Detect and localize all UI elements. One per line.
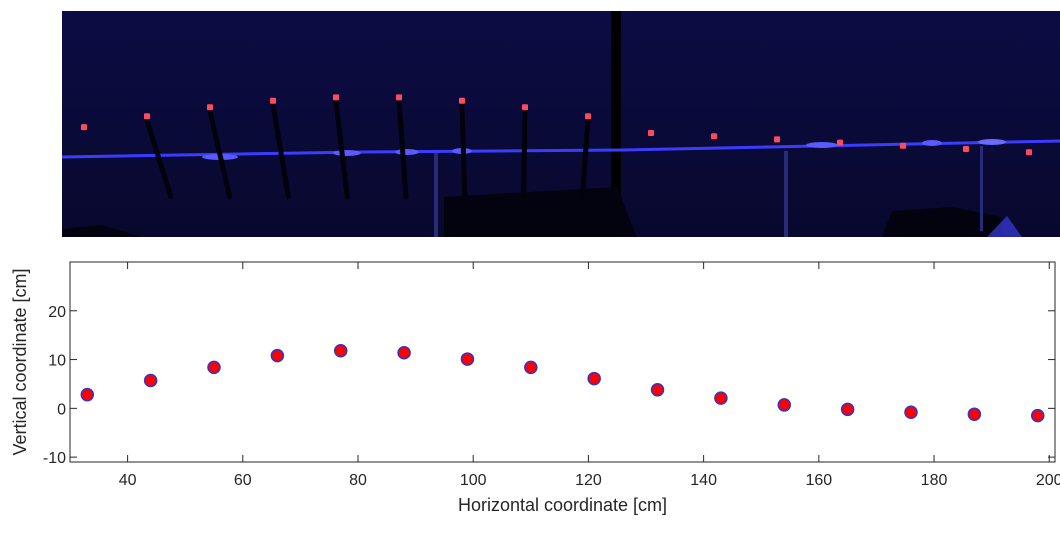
photo-marker bbox=[837, 139, 843, 146]
photo-marker bbox=[711, 133, 717, 140]
data-point bbox=[460, 352, 475, 366]
photo-rod bbox=[207, 108, 233, 200]
photo-canvas bbox=[62, 11, 1060, 237]
data-point bbox=[840, 402, 855, 417]
photo-corner-left bbox=[62, 225, 142, 237]
x-tick-label: 100 bbox=[460, 472, 487, 489]
wire-highlight bbox=[922, 140, 942, 146]
photo-marker bbox=[459, 97, 465, 104]
photo-pole bbox=[611, 11, 621, 237]
experiment-photo bbox=[62, 11, 1060, 237]
x-tick-label: 180 bbox=[921, 472, 948, 489]
plot-frame bbox=[69, 261, 1056, 463]
photo-marker bbox=[207, 104, 213, 111]
data-point bbox=[967, 407, 982, 421]
photo-rods bbox=[144, 98, 591, 200]
data-point bbox=[1030, 408, 1045, 423]
x-tick-label: 160 bbox=[805, 472, 832, 489]
photo-rod bbox=[396, 98, 409, 200]
photo-rod bbox=[459, 102, 468, 200]
photo-marker bbox=[963, 146, 969, 152]
photo-object-right bbox=[882, 207, 1002, 237]
photo-marker bbox=[333, 94, 339, 101]
y-tick-label: 20 bbox=[48, 304, 66, 321]
data-points bbox=[80, 344, 1045, 423]
photo-post-2 bbox=[784, 151, 788, 237]
x-axis: 40 60 80 100 120 140 160 180 200 bbox=[119, 262, 1060, 489]
photo-marker bbox=[648, 130, 654, 136]
data-point bbox=[80, 387, 95, 402]
photo-post-3 bbox=[980, 146, 983, 231]
photo-reflection bbox=[987, 216, 1022, 237]
photo-box bbox=[444, 187, 637, 237]
data-point bbox=[270, 348, 285, 363]
y-tick-label: 10 bbox=[48, 353, 66, 370]
data-point bbox=[904, 405, 918, 419]
photo-marker bbox=[774, 136, 780, 143]
photo-marker bbox=[900, 142, 906, 149]
x-tick-label: 80 bbox=[349, 472, 367, 489]
data-point bbox=[397, 345, 411, 360]
scatter-chart: 40 60 80 100 120 140 160 180 200 -10 0 10 20 Horizo… bbox=[0, 240, 1060, 537]
data-point bbox=[714, 391, 728, 405]
photo-marker bbox=[1026, 149, 1032, 156]
photo-markers bbox=[81, 94, 1032, 156]
wire-highlight bbox=[395, 149, 419, 155]
photo-marker bbox=[585, 113, 591, 120]
data-point bbox=[333, 344, 348, 358]
y-axis-title: Vertical coordinate [cm] bbox=[10, 268, 30, 455]
x-axis-title: Horizontal coordinate [cm] bbox=[458, 495, 667, 515]
wire-highlight bbox=[978, 139, 1006, 145]
data-point bbox=[650, 383, 665, 397]
photo-marker bbox=[270, 97, 276, 104]
photo-marker bbox=[81, 124, 87, 131]
x-tick-label: 60 bbox=[234, 472, 252, 489]
wire-highlight bbox=[333, 150, 361, 156]
photo-marker bbox=[144, 113, 150, 120]
data-point bbox=[143, 373, 158, 388]
y-axis: -10 0 10 20 bbox=[43, 304, 1055, 467]
photo-rod bbox=[144, 117, 174, 200]
wire-highlight bbox=[806, 142, 838, 148]
x-tick-label: 40 bbox=[119, 472, 137, 489]
x-tick-label: 120 bbox=[575, 472, 602, 489]
x-tick-label: 200 bbox=[1036, 472, 1060, 489]
y-tick-label: -10 bbox=[43, 450, 66, 467]
data-point bbox=[777, 398, 792, 412]
photo-rod bbox=[333, 98, 350, 200]
photo-rod bbox=[579, 117, 591, 200]
photo-rod bbox=[521, 108, 528, 200]
data-point bbox=[207, 360, 221, 375]
photo-marker bbox=[522, 104, 528, 111]
chart-canvas: 40 60 80 100 120 140 160 180 200 -10 0 10 20 Horizo… bbox=[10, 261, 1060, 515]
photo-rod bbox=[270, 102, 291, 200]
photo-post-1 bbox=[434, 151, 438, 237]
photo-marker bbox=[396, 94, 402, 101]
x-tick-label: 140 bbox=[690, 472, 717, 489]
data-point bbox=[587, 371, 601, 386]
y-tick-label: 0 bbox=[57, 401, 66, 418]
data-point bbox=[524, 360, 538, 375]
